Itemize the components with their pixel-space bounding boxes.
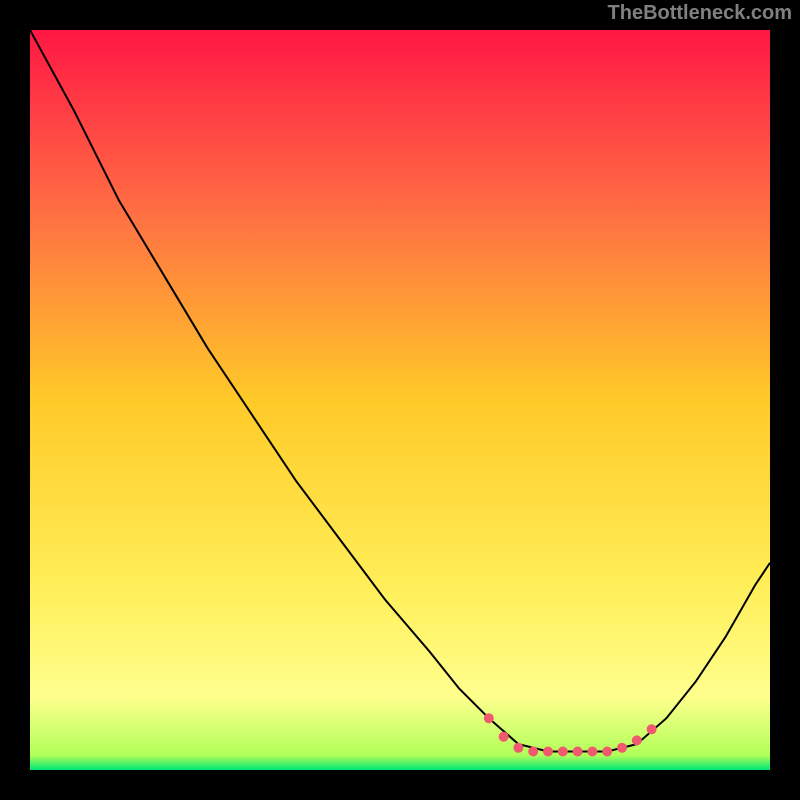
marker-dot [543, 747, 553, 757]
chart-gradient-bg [30, 30, 770, 770]
marker-dot [499, 732, 509, 742]
marker-dot [602, 747, 612, 757]
marker-dot [513, 743, 523, 753]
marker-dot [647, 724, 657, 734]
marker-dot [587, 747, 597, 757]
marker-dot [558, 747, 568, 757]
marker-dot [484, 713, 494, 723]
marker-dot [528, 747, 538, 757]
marker-dot [573, 747, 583, 757]
watermark-text: TheBottleneck.com [608, 2, 792, 25]
marker-dot [617, 743, 627, 753]
bottleneck-chart [30, 30, 770, 770]
marker-dot [632, 735, 642, 745]
